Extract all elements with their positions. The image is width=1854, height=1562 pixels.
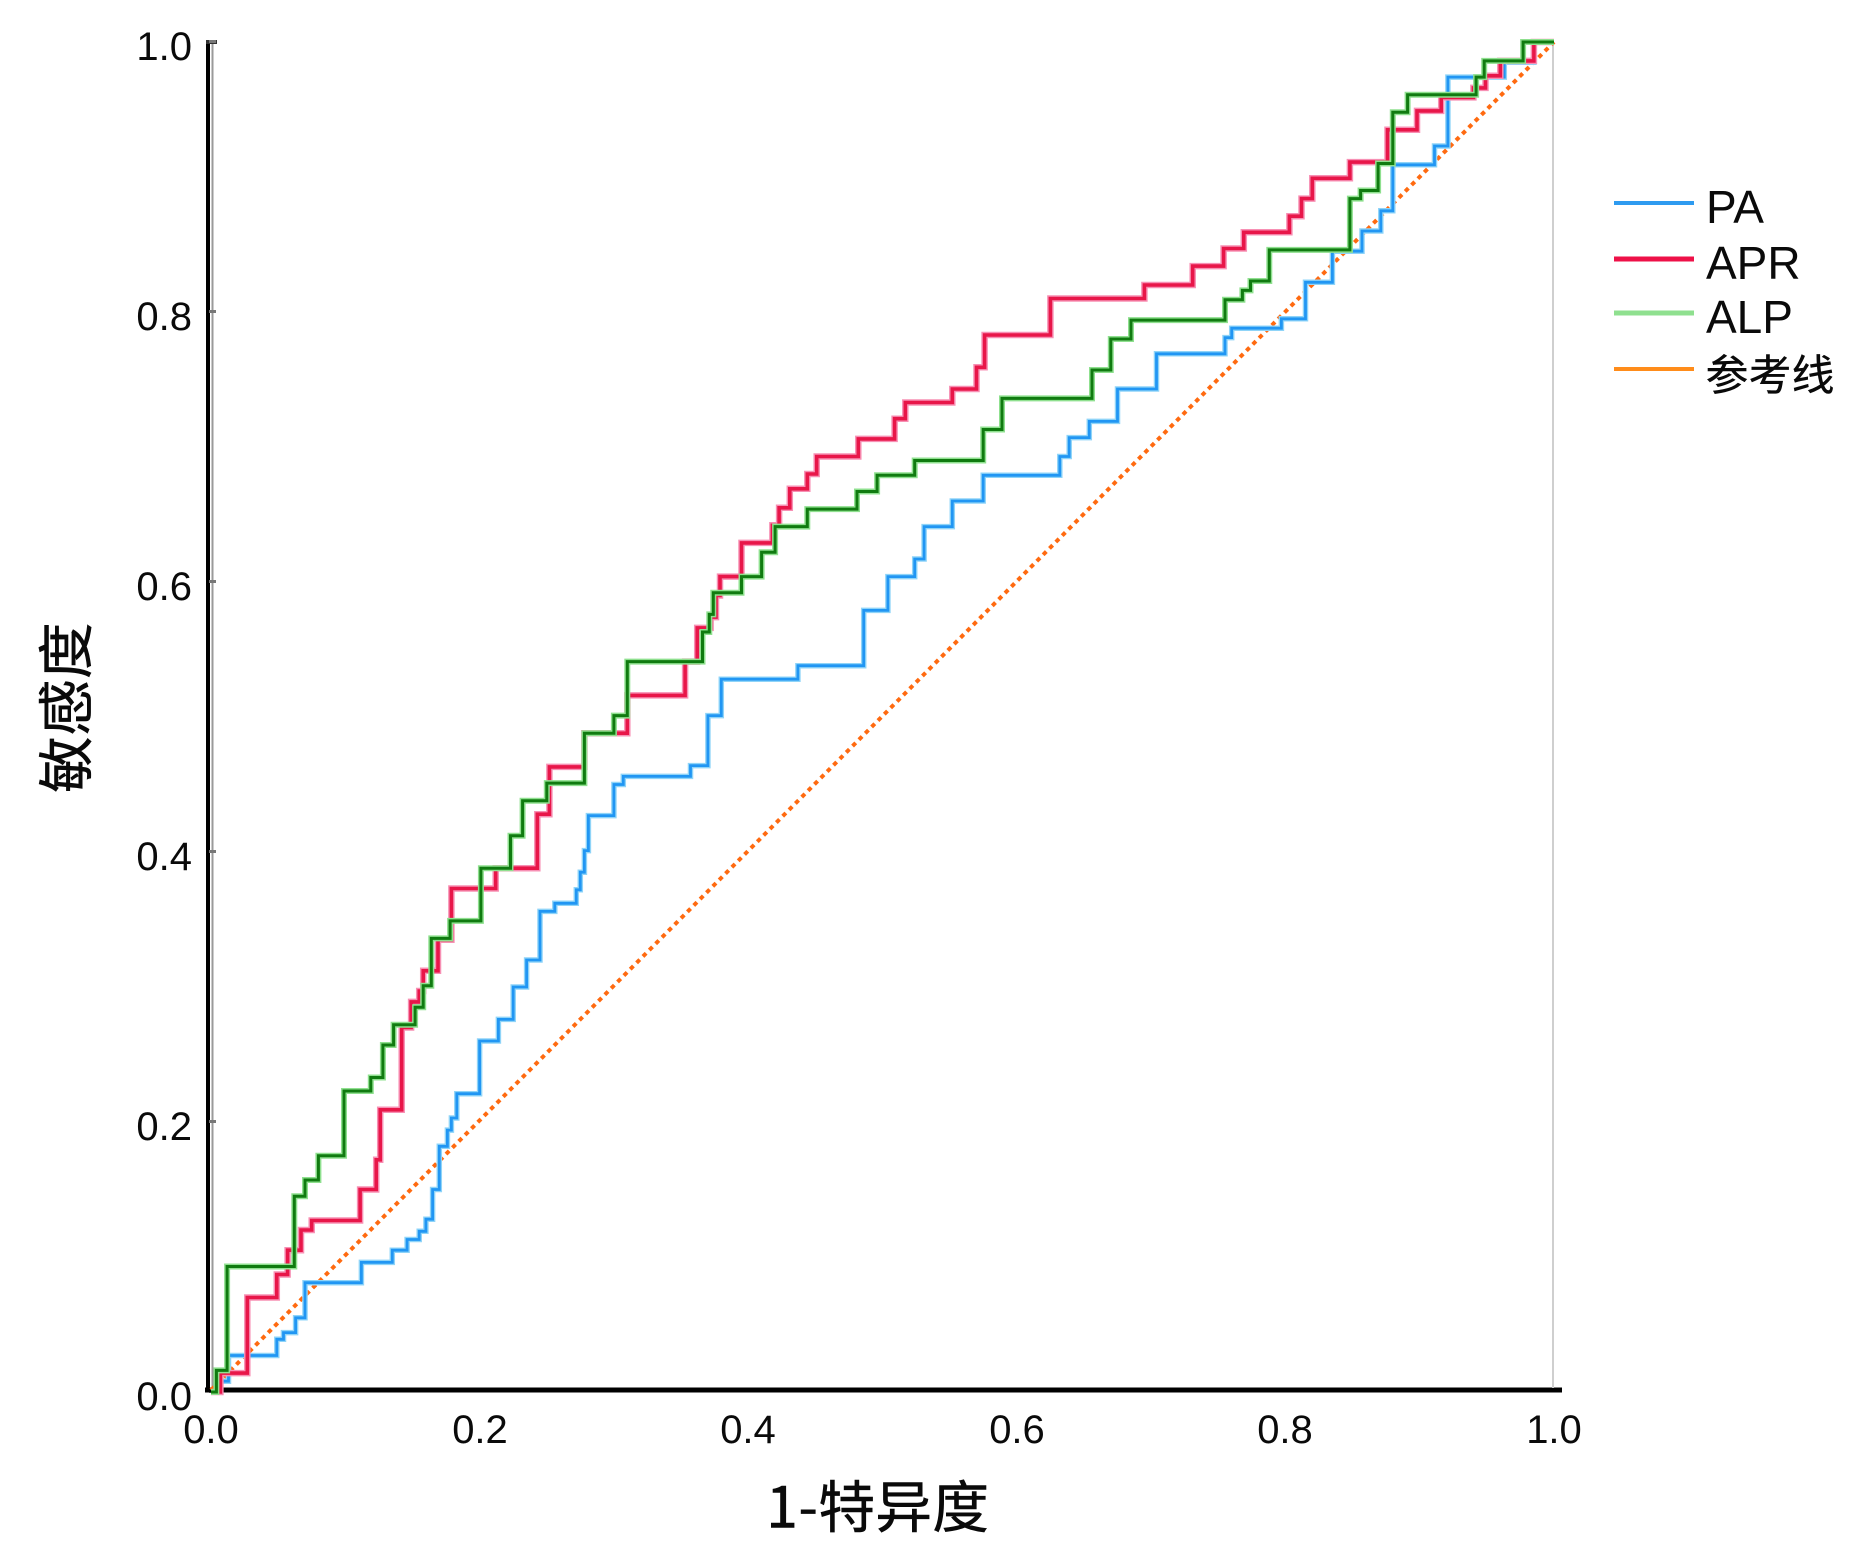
svg-text:0.2: 0.2 [452,1408,508,1452]
svg-text:0.6: 0.6 [136,565,192,609]
svg-text:0.8: 0.8 [1257,1408,1313,1452]
svg-text:0.0: 0.0 [183,1408,239,1452]
svg-text:0.6: 0.6 [989,1408,1045,1452]
svg-text:1.0: 1.0 [1526,1408,1582,1452]
svg-text:APR: APR [1706,237,1801,289]
svg-text:ALP: ALP [1706,291,1793,343]
svg-text:0.4: 0.4 [136,835,192,879]
svg-text:0.8: 0.8 [136,295,192,339]
svg-text:0.0: 0.0 [136,1375,192,1419]
svg-text:1.0: 1.0 [136,25,192,69]
svg-text:0.2: 0.2 [136,1105,192,1149]
svg-text:PA: PA [1706,181,1764,233]
svg-text:0.4: 0.4 [720,1408,776,1452]
